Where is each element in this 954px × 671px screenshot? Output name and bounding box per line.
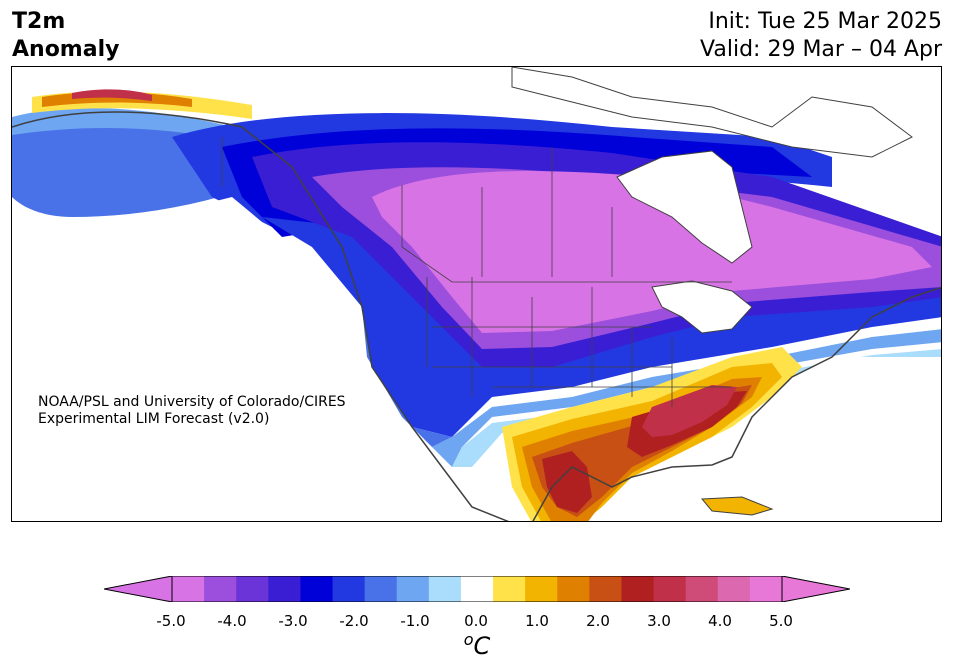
colorbar-bin (268, 576, 301, 602)
colorbar (104, 576, 850, 602)
credit-line-2: Experimental LIM Forecast (v2.0) (38, 411, 270, 427)
colorbar-tick-label: 3.0 (647, 612, 671, 630)
colorbar-bin (685, 576, 719, 602)
colorbar-over-triangle (781, 576, 850, 602)
colorbar-bin (428, 576, 462, 602)
gulf-of-mexico (602, 465, 732, 521)
colorbar-bin (236, 576, 269, 602)
map-svg (12, 67, 941, 521)
colorbar-bin (557, 576, 590, 602)
atlantic-ocean (742, 357, 941, 521)
credit-line-1: NOAA/PSL and University of Colorado/CIRE… (38, 394, 346, 410)
unit-base: C (473, 632, 491, 660)
colorbar-tick-label: 4.0 (708, 612, 732, 630)
colorbar-bin (460, 576, 494, 602)
colorbar-tick-label: -5.0 (156, 612, 186, 630)
coastline (12, 111, 941, 521)
political-borders (221, 137, 732, 407)
colorbar-tick-label: 1.0 (525, 612, 549, 630)
colorbar-tick-label: -3.0 (278, 612, 308, 630)
west-cold-2 (262, 217, 941, 437)
colorbar-bin (204, 576, 237, 602)
arctic-islands (511, 67, 913, 158)
colorbar-bin (172, 576, 205, 602)
colorbar-tick-label: -1.0 (400, 612, 430, 630)
colorbar-bin (364, 576, 398, 602)
anomaly-map (11, 66, 942, 522)
map-title: T2m Anomaly (12, 8, 119, 64)
cuba (700, 496, 774, 516)
west-cold-1 (432, 329, 941, 467)
colorbar-ticks: -5.0 -4.0 -3.0 -2.0 -1.0 0.0 1.0 2.0 3.0 4.0 5.0 (0, 612, 954, 630)
colorbar-bin (300, 576, 334, 602)
variable-label: T2m (12, 9, 66, 34)
credit-text: NOAA/PSL and University of Colorado/CIRE… (38, 394, 346, 428)
colorbar-bin (621, 576, 655, 602)
texas-warm-25 (542, 451, 592, 513)
colorbar-tick-label: 0.0 (464, 612, 488, 630)
colorbar-tick-label: -2.0 (339, 612, 369, 630)
colorbar-unit: oC (464, 630, 491, 660)
unit-degree: o (463, 630, 474, 649)
colorbar-tick-label: -4.0 (217, 612, 247, 630)
alaska-warm-3 (72, 89, 152, 101)
colorbar-frame (171, 576, 783, 602)
colorbar-bin (653, 576, 687, 602)
colorbar-bin (717, 576, 751, 602)
hudson-bay (616, 150, 753, 264)
pacific-ocean (12, 197, 452, 521)
colorbar-bin (396, 576, 430, 602)
colorbar-bin (749, 576, 783, 602)
colorbar-bin (493, 576, 526, 602)
field-label: Anomaly (12, 37, 120, 62)
colorbar-under-triangle (104, 576, 173, 602)
alaska-cold-1 (12, 107, 244, 142)
colorbar-tick-label: 5.0 (769, 612, 793, 630)
great-lakes (651, 280, 753, 334)
init-date: Init: Tue 25 Mar 2025 (708, 9, 942, 34)
forecast-dates: Init: Tue 25 Mar 2025 Valid: 29 Mar – 04… (700, 8, 942, 64)
valid-date: Valid: 29 Mar – 04 Apr (700, 37, 942, 62)
core-strong-cold (372, 171, 932, 333)
colorbar-tick-label: 2.0 (586, 612, 610, 630)
colorbar-bin (525, 576, 558, 602)
se-warm-3 (642, 385, 737, 437)
colorbar-bin (332, 576, 366, 602)
colorbar-bin (589, 576, 622, 602)
